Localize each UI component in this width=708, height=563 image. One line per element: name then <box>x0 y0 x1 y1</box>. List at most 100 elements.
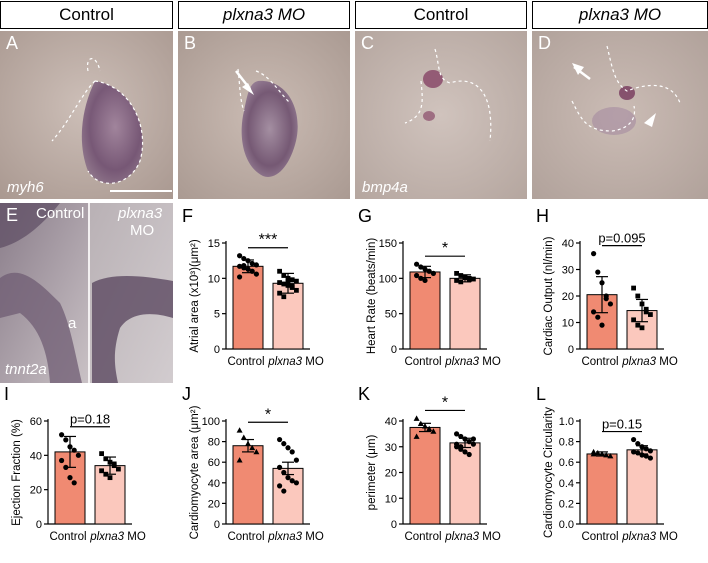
data-point <box>281 441 287 447</box>
chart-atrial-area: 0 5 10 15 Atrial area (x10³)(μm²) *** Control p… <box>178 203 350 383</box>
data-point <box>277 280 282 285</box>
data-point <box>75 452 81 458</box>
data-point <box>281 294 287 300</box>
data-point <box>289 283 295 289</box>
data-point <box>249 444 256 451</box>
micrograph-panel-d: D <box>532 31 708 199</box>
data-point <box>294 278 299 284</box>
y-tick-label: 30 <box>562 265 574 277</box>
data-point <box>607 453 614 459</box>
chart-letter-g: G <box>358 206 373 226</box>
y-tick-label: 5 <box>214 309 220 321</box>
data-point <box>595 269 601 275</box>
chart-svg: 0.0 0.2 0.4 0.6 0.8 1.0 Cardiomyocyte Circular… <box>543 407 678 543</box>
data-point <box>281 273 287 278</box>
stain-label-a: myh6 <box>7 179 44 196</box>
data-point <box>277 268 282 274</box>
data-point <box>466 277 472 283</box>
data-point <box>253 271 259 277</box>
micrograph-a-image <box>0 31 173 199</box>
data-point <box>631 285 636 291</box>
bar-mo <box>626 449 658 525</box>
data-point <box>240 434 247 440</box>
data-point <box>470 441 476 447</box>
y-tick-label: 40 <box>562 238 574 250</box>
y-tick-label: 60 <box>30 416 42 428</box>
micrograph-panel-a: A myh6 <box>0 31 173 199</box>
data-point <box>635 322 641 328</box>
data-point <box>599 322 605 328</box>
y-tick-label: 1.0 <box>559 416 574 428</box>
data-point <box>285 445 291 451</box>
bar-control <box>232 445 264 525</box>
x-tick-label-control: Control <box>404 356 441 368</box>
micrograph-panel-c: C bmp4a <box>355 31 527 199</box>
chart-svg: 0 10 20 30 40 perimeter (μm) * Control plxna3 MO <box>366 394 501 543</box>
data-point <box>426 425 433 432</box>
y-axis-label: Atrial area (x10³)(μm²) <box>189 239 201 353</box>
panel-letter-e: E <box>6 205 19 225</box>
y-tick-label: 20 <box>208 498 220 510</box>
data-point <box>643 309 649 315</box>
stain-label-c: bmp4a <box>362 179 408 196</box>
y-tick-label: 0 <box>568 344 574 356</box>
x-tick-label-control: Control <box>581 356 618 368</box>
data-point <box>277 290 282 296</box>
y-tick-label: 100 <box>202 416 220 428</box>
data-point <box>470 436 476 442</box>
data-point <box>466 451 472 458</box>
y-tick-label: 30 <box>385 442 397 454</box>
data-point <box>277 464 283 470</box>
e-chamber-label: a <box>68 315 77 332</box>
data-point <box>454 431 460 437</box>
data-point <box>293 457 299 463</box>
chart-letter-l: L <box>536 384 547 404</box>
y-tick-label: 0.2 <box>559 498 574 510</box>
x-tick-label-mo: plxna3 MO <box>89 531 146 543</box>
data-point <box>430 428 437 434</box>
data-point <box>281 488 287 494</box>
e-mo-label-gene: plxna3 <box>118 205 163 222</box>
panel-letter-b: B <box>184 33 197 53</box>
data-point <box>59 457 65 464</box>
data-point <box>253 262 259 268</box>
y-tick-label: 10 <box>562 318 574 330</box>
chart-perimeter: 0 10 20 30 40 perimeter (μm) * Control plxna3 MO <box>355 381 527 558</box>
data-point <box>99 451 104 457</box>
y-tick-label: 20 <box>562 291 574 303</box>
y-tick-label: 0 <box>214 519 220 531</box>
data-point <box>277 436 283 443</box>
data-point <box>111 461 117 467</box>
header-mo-2: plxna3 MO <box>532 1 708 29</box>
data-point <box>236 427 243 433</box>
micrograph-panel-b: B <box>178 31 350 199</box>
chart-heart-rate: 0 50 100 150 Heart Rate (beats/min) * Control p… <box>355 203 527 383</box>
significance-label: p=0.15 <box>602 417 642 432</box>
data-point <box>458 273 464 278</box>
y-tick-label: 20 <box>385 468 397 480</box>
chart-letter-i: I <box>4 384 10 404</box>
y-tick-label: 100 <box>379 273 397 285</box>
data-point <box>71 480 77 486</box>
x-tick-label-mo: plxna3 MO <box>444 531 501 543</box>
significance-label: * <box>442 394 448 411</box>
y-tick-label: 50 <box>385 309 397 321</box>
y-tick-label: 0 <box>391 519 397 531</box>
y-tick-label: 80 <box>208 437 220 449</box>
data-point <box>289 449 295 455</box>
data-point <box>643 446 649 452</box>
chart-letter-f: F <box>182 206 193 226</box>
data-point <box>285 475 291 481</box>
chart-svg: 0 5 10 15 Atrial area (x10³)(μm²) *** Control p… <box>189 232 324 368</box>
data-point <box>454 278 459 283</box>
x-tick-label-mo: plxna3 MO <box>444 356 501 368</box>
y-axis-label: Ejection Fraction (%) <box>11 419 23 526</box>
significance-label: p=0.095 <box>598 231 645 246</box>
panel-letter-a: A <box>6 33 19 53</box>
micrograph-c-image <box>355 31 527 199</box>
data-point <box>59 432 65 438</box>
chart-ejection-fraction: 0 20 40 60 Ejection Fraction (%) p=0.18 Contro… <box>0 381 173 558</box>
bar-control <box>232 265 264 350</box>
data-point <box>635 293 641 299</box>
